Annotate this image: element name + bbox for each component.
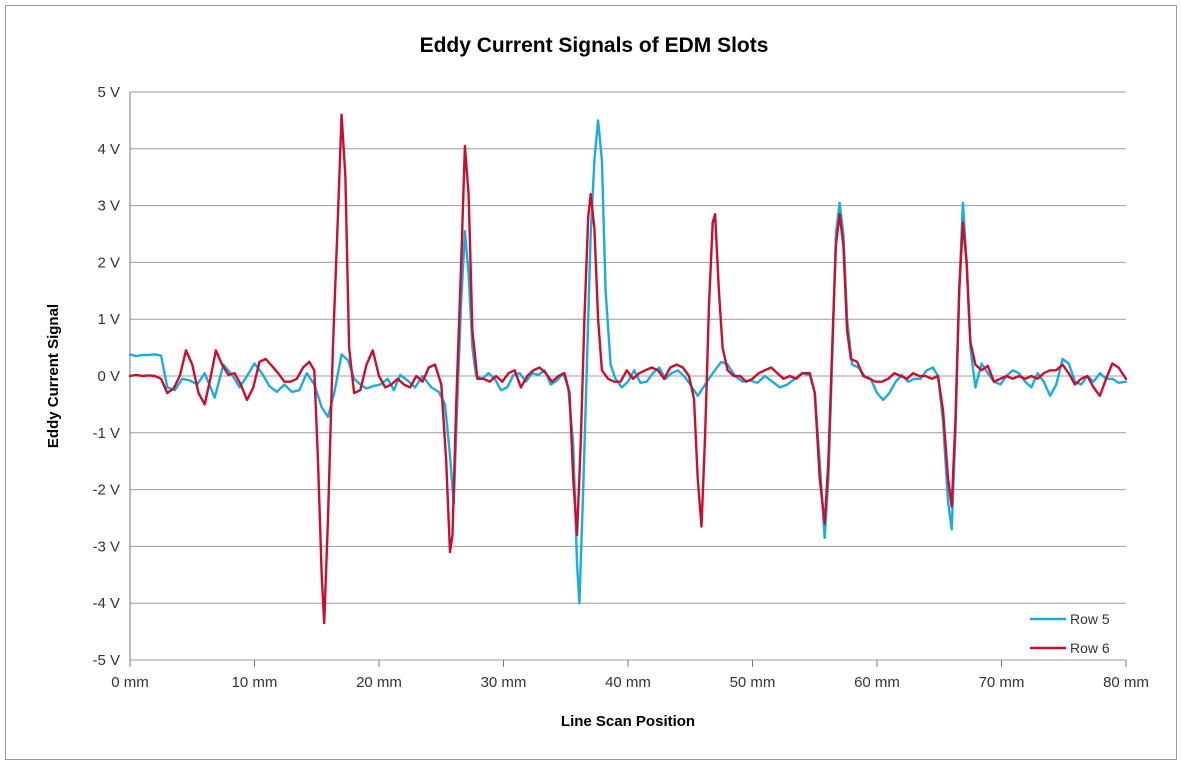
x-tick-label: 30 mm <box>481 674 527 691</box>
chart-title: Eddy Current Signals of EDM Slots <box>420 34 769 57</box>
x-tick-label: 70 mm <box>979 674 1025 691</box>
series-line-row-6 <box>128 113 1128 625</box>
y-tick-label: 4 V <box>97 141 120 158</box>
y-tick-label: 0 V <box>97 368 120 385</box>
legend: Row 5 Row 6 <box>1030 611 1110 656</box>
y-tick-label: -3 V <box>92 538 120 555</box>
x-tick-label: 80 mm <box>1103 674 1149 691</box>
y-tick-label: 2 V <box>97 254 120 271</box>
x-tick-label: 50 mm <box>730 674 776 691</box>
y-tick-label: 1 V <box>97 311 120 328</box>
x-tick-label: 10 mm <box>232 674 278 691</box>
y-tick-label: 5 V <box>97 84 120 101</box>
x-tick-label: 60 mm <box>854 674 900 691</box>
y-tick-label: -1 V <box>92 425 120 442</box>
y-tick-label: -2 V <box>92 482 120 499</box>
x-axis-ticks: 0 mm 10 mm 20 mm 30 mm 40 mm 50 mm 60 mm 70 mm 8… <box>111 660 1149 691</box>
x-tick-label: 40 mm <box>605 674 651 691</box>
legend-label: Row 6 <box>1070 640 1110 656</box>
x-tick-label: 20 mm <box>356 674 402 691</box>
chart-frame <box>5 5 1177 760</box>
series-line-row-5 <box>128 119 1128 605</box>
legend-label: Row 5 <box>1070 611 1110 627</box>
y-axis-ticks: -5 V -4 V -3 V -2 V -1 V 0 V 1 V 2 V 3 V 4 V 5 V <box>92 84 120 669</box>
series-lines <box>128 113 1128 625</box>
y-tick-label: 3 V <box>97 198 120 215</box>
y-axis-title: Eddy Current Signal <box>45 304 62 448</box>
y-tick-label: -4 V <box>92 595 120 612</box>
y-tick-label: -5 V <box>92 652 120 669</box>
gridlines <box>130 91 1126 661</box>
x-axis-title: Line Scan Position <box>561 713 695 730</box>
x-tick-label: 0 mm <box>111 674 149 691</box>
